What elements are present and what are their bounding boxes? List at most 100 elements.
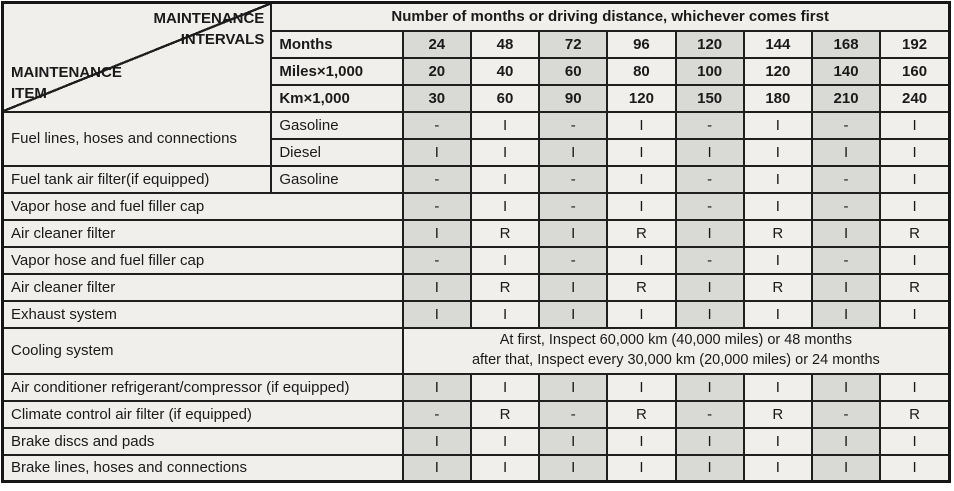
schedule-mark: I — [606, 453, 677, 483]
schedule-mark: I — [538, 426, 609, 456]
interval-value: 72 — [538, 29, 609, 59]
interval-value: 60 — [469, 83, 541, 113]
interval-value: 192 — [879, 29, 951, 59]
table-row-cooling: Cooling system At first, Inspect 60,000 … — [1, 326, 951, 375]
schedule-mark: I — [879, 372, 951, 402]
item-label: Vapor hose and fuel filler cap — [1, 191, 404, 221]
header-row-miles: Miles×1,000 20 40 60 80 100 120 140 160 — [3, 56, 951, 86]
schedule-mark: I — [606, 164, 677, 194]
item-label: Brake discs and pads — [1, 426, 404, 456]
item-label: Exhaust system — [1, 299, 404, 329]
schedule-mark: I — [469, 137, 541, 167]
schedule-mark: - — [810, 245, 882, 275]
maintenance-schedule-table: MAINTENANCE INTERVALS MAINTENANCE ITEM N… — [1, 1, 951, 483]
interval-value: 168 — [810, 29, 882, 59]
schedule-mark: I — [469, 164, 541, 194]
schedule-mark: - — [401, 110, 472, 140]
corner-label-intervals: MAINTENANCE INTERVALS — [153, 10, 265, 48]
header-row-km: Km×1,000 30 60 90 120 150 180 210 240 — [3, 83, 951, 113]
schedule-mark: I — [879, 245, 951, 275]
schedule-mark: - — [401, 245, 472, 275]
item-label: Air conditioner refrigerant/compressor (… — [1, 372, 404, 402]
table-row: Vapor hose and fuel filler cap - I - I -… — [1, 191, 951, 221]
schedule-mark: I — [538, 372, 609, 402]
schedule-mark: I — [742, 191, 813, 221]
cooling-note-line1: At first, Inspect 60,000 km (40,000 mile… — [499, 332, 852, 349]
schedule-mark: - — [810, 110, 882, 140]
interval-value: 48 — [469, 29, 541, 59]
schedule-mark: I — [674, 272, 745, 302]
interval-value: 40 — [469, 56, 541, 86]
header-row-months: Months 24 48 72 96 120 144 168 192 — [3, 29, 951, 59]
schedule-mark: I — [469, 299, 541, 329]
table-row: Fuel lines, hoses and connections Gasoli… — [1, 110, 951, 167]
table-row: Brake discs and pads I I I I I I I I — [1, 426, 951, 456]
schedule-mark: I — [742, 245, 813, 275]
schedule-mark: I — [879, 426, 951, 456]
item-label: Fuel tank air filter(if equipped) — [1, 164, 273, 194]
schedule-mark: R — [879, 272, 951, 302]
fuel-type-label: Gasoline — [270, 110, 404, 140]
table-row: Exhaust system I I I I I I I I — [1, 299, 951, 329]
table-row: Vapor hose and fuel filler cap - I - I -… — [1, 245, 951, 275]
schedule-mark: I — [538, 299, 609, 329]
interval-value: 240 — [879, 83, 951, 113]
schedule-mark: I — [606, 245, 677, 275]
schedule-mark: R — [742, 399, 813, 429]
interval-value: 90 — [538, 83, 609, 113]
table-row: Brake lines, hoses and connections I I I… — [1, 453, 951, 483]
interval-value: 150 — [674, 83, 745, 113]
schedule-mark: I — [538, 453, 609, 483]
schedule-mark: I — [401, 426, 472, 456]
schedule-mark: I — [674, 426, 745, 456]
schedule-mark: - — [674, 245, 745, 275]
schedule-mark: - — [538, 399, 609, 429]
interval-value: 96 — [606, 29, 677, 59]
schedule-mark: I — [674, 137, 745, 167]
schedule-mark: - — [538, 164, 609, 194]
schedule-mark: I — [879, 453, 951, 483]
interval-value: 120 — [606, 83, 677, 113]
item-label: Air cleaner filter — [1, 272, 404, 302]
schedule-mark: - — [538, 110, 609, 140]
schedule-mark: I — [606, 372, 677, 402]
schedule-mark: I — [401, 453, 472, 483]
schedule-mark: I — [606, 299, 677, 329]
schedule-mark: - — [810, 399, 882, 429]
diagonal-divider — [4, 4, 270, 110]
corner-cell: MAINTENANCE INTERVALS MAINTENANCE ITEM — [1, 1, 273, 113]
header-row-title: MAINTENANCE INTERVALS MAINTENANCE ITEM N… — [1, 1, 951, 113]
schedule-mark: I — [810, 218, 882, 248]
schedule-mark: I — [469, 453, 541, 483]
fuel-type-label: Gasoline — [270, 164, 404, 194]
schedule-mark: I — [879, 191, 951, 221]
item-label: Cooling system — [1, 326, 404, 375]
schedule-mark: I — [742, 164, 813, 194]
schedule-mark: I — [606, 191, 677, 221]
item-label: Climate control air filter (if equipped) — [1, 399, 404, 429]
item-label: Brake lines, hoses and connections — [1, 453, 404, 483]
schedule-mark: I — [469, 372, 541, 402]
schedule-mark: R — [606, 218, 677, 248]
schedule-mark: I — [674, 453, 745, 483]
table-row: Climate control air filter (if equipped)… — [1, 399, 951, 429]
schedule-mark: R — [606, 272, 677, 302]
table-row: Air cleaner filter I R I R I R I R — [1, 218, 951, 248]
interval-value: 30 — [401, 83, 472, 113]
schedule-mark: I — [538, 218, 609, 248]
schedule-mark: I — [810, 453, 882, 483]
header-title: Number of months or driving distance, wh… — [270, 1, 951, 32]
cooling-note: At first, Inspect 60,000 km (40,000 mile… — [401, 326, 951, 375]
unit-label-miles: Miles×1,000 — [270, 56, 404, 86]
schedule-mark: I — [810, 299, 882, 329]
schedule-mark: I — [742, 137, 813, 167]
schedule-mark: - — [674, 164, 745, 194]
schedule-mark: I — [674, 299, 745, 329]
schedule-mark: I — [401, 218, 472, 248]
schedule-mark: I — [401, 299, 472, 329]
schedule-mark: R — [879, 218, 951, 248]
interval-value: 20 — [401, 56, 472, 86]
schedule-mark: I — [674, 372, 745, 402]
schedule-mark: - — [401, 191, 472, 221]
schedule-mark: I — [742, 372, 813, 402]
